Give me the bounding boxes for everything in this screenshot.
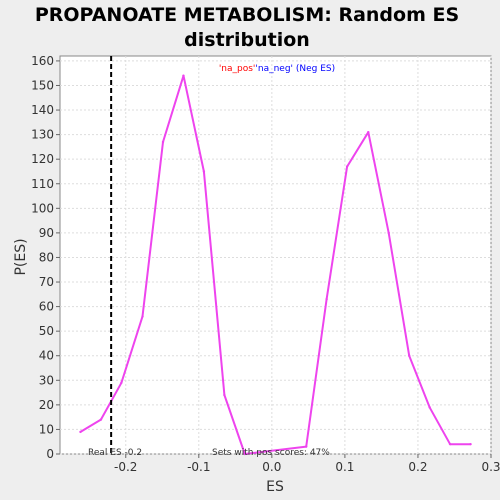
y-tick-label: 20 bbox=[39, 398, 54, 412]
data-point bbox=[99, 418, 103, 421]
data-point bbox=[79, 430, 82, 434]
legend: 'na_pos''na_neg' (Neg ES) bbox=[219, 64, 335, 74]
x-axis-label: ES bbox=[266, 479, 284, 495]
data-point bbox=[387, 231, 390, 235]
series-layer bbox=[79, 74, 472, 456]
y-tick-label: 60 bbox=[39, 300, 54, 314]
data-point bbox=[367, 130, 370, 134]
y-tick-label: 90 bbox=[39, 226, 54, 240]
y-tick-label: 0 bbox=[46, 447, 54, 461]
y-axis-label: P(ES) bbox=[13, 238, 29, 275]
data-point bbox=[202, 170, 206, 173]
plot-area bbox=[59, 55, 492, 455]
y-tick-label: 140 bbox=[31, 103, 54, 117]
y-tick-label: 150 bbox=[31, 78, 54, 92]
data-point bbox=[304, 445, 308, 448]
data-point bbox=[469, 442, 472, 446]
data-point bbox=[141, 315, 144, 318]
data-point bbox=[243, 452, 247, 456]
y-tick-label: 100 bbox=[31, 201, 54, 215]
axis-ticks: 0 10 20 30 40 50 60 70 80 90 100 110 120 130 140 150 160… bbox=[31, 54, 500, 474]
y-tick-label: 70 bbox=[39, 275, 54, 289]
data-point bbox=[407, 354, 411, 357]
y-tick-label: 160 bbox=[31, 54, 54, 68]
data-point bbox=[182, 74, 185, 77]
real-es-label: Real ES -0.2 bbox=[88, 448, 142, 458]
x-tick-label: 0.1 bbox=[335, 460, 354, 474]
y-tick-label: 50 bbox=[39, 324, 54, 338]
data-point bbox=[223, 393, 226, 397]
data-point bbox=[325, 298, 328, 301]
y-tick-label: 10 bbox=[39, 422, 54, 436]
y-tick-label: 110 bbox=[31, 177, 54, 191]
pos-scores-note: Sets with pos scores: 47% bbox=[212, 448, 330, 458]
y-tick-label: 30 bbox=[39, 373, 54, 387]
data-point bbox=[448, 442, 452, 446]
y-tick-label: 40 bbox=[39, 349, 54, 363]
x-tick-label: 0.3 bbox=[481, 460, 500, 474]
y-tick-label: 130 bbox=[31, 128, 54, 142]
x-tick-label: -0.2 bbox=[114, 460, 137, 474]
data-point bbox=[120, 381, 123, 384]
legend-pos-entry: 'na_pos' bbox=[219, 64, 256, 74]
x-tick-label: 0.0 bbox=[262, 460, 281, 474]
series-line bbox=[79, 74, 471, 455]
data-point bbox=[161, 140, 165, 144]
x-tick-label: 0.2 bbox=[408, 460, 427, 474]
y-tick-label: 120 bbox=[31, 152, 54, 166]
chart-title-line-1: PROPANOATE METABOLISM: Random ES bbox=[35, 4, 459, 26]
data-point bbox=[428, 406, 431, 409]
legend-neg-entry: 'na_neg' (Neg ES) bbox=[255, 64, 335, 74]
x-tick-label: -0.1 bbox=[187, 460, 210, 474]
data-point bbox=[345, 165, 349, 168]
chart-title-line-2: distribution bbox=[184, 29, 310, 51]
y-tick-label: 80 bbox=[39, 250, 54, 264]
